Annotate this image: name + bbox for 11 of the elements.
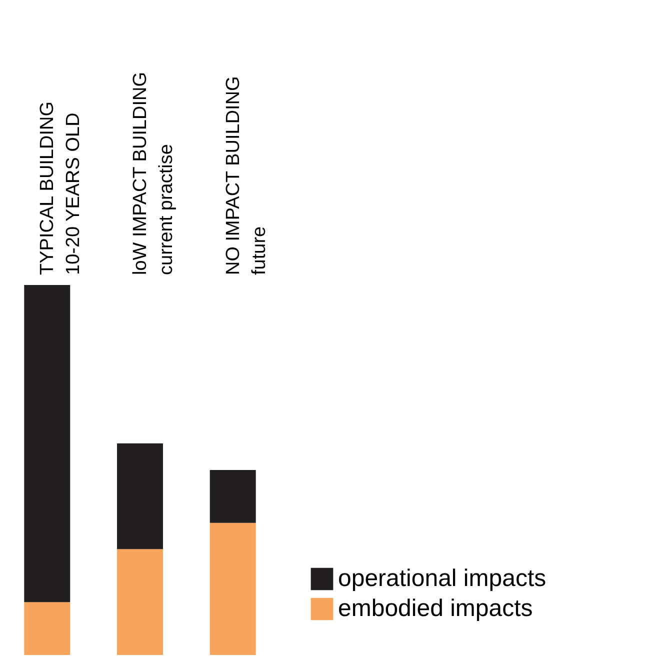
bar (117, 443, 163, 550)
legend-label: embodied impacts (338, 595, 533, 622)
bar (24, 285, 70, 602)
bar (24, 602, 70, 655)
bar (117, 549, 163, 655)
bar (210, 470, 256, 523)
x-tick-label: NO IMPACT BUILDING future (222, 76, 270, 275)
legend-label: operational impacts (338, 565, 546, 592)
x-tick-label: loW IMPACT BUILDING current practise (130, 72, 177, 275)
bar (210, 522, 256, 655)
x-tick-label: TYPICAL BUILDING 10-20 YEARS OLD (37, 101, 84, 275)
